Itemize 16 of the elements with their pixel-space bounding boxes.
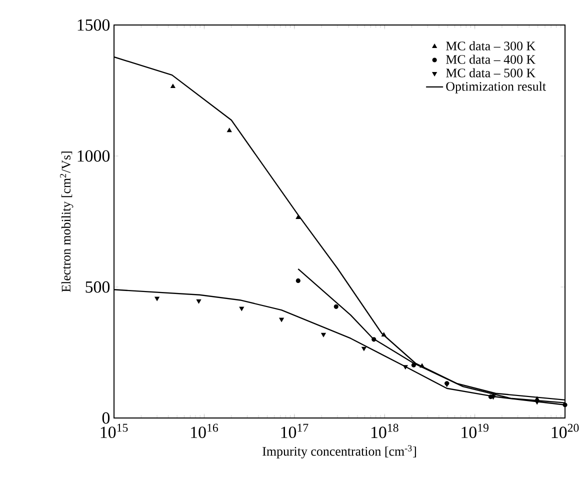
y-tick-label: 500 bbox=[86, 281, 110, 293]
x-axis-title: Impurity concentration [cm$^{-3}$] bbox=[262, 445, 416, 458]
y-tick-label: 1500 bbox=[78, 19, 110, 31]
x-tick-label: 10$^{16}$ bbox=[191, 424, 218, 438]
y-axis-title: Electron mobility [cm$^{2}$/Vs] bbox=[60, 152, 74, 292]
legend-label: MC data – 300 K bbox=[446, 41, 536, 50]
x-tick-label: 10$^{17}$ bbox=[281, 424, 308, 438]
legend-label: MC data – 400 K bbox=[446, 54, 536, 64]
y-tick-label: 1000 bbox=[78, 150, 110, 162]
x-tick-label: 10$^{15}$ bbox=[100, 424, 128, 438]
x-tick-label: 10$^{20}$ bbox=[552, 424, 579, 438]
x-tick-label: 10$^{18}$ bbox=[371, 424, 398, 438]
legend-label: MC data – 500 K bbox=[446, 68, 536, 78]
y-tick-label: 0 bbox=[102, 412, 110, 424]
legend-label: Optimization result bbox=[446, 82, 546, 94]
x-tick-label: 10$^{19}$ bbox=[462, 424, 488, 438]
